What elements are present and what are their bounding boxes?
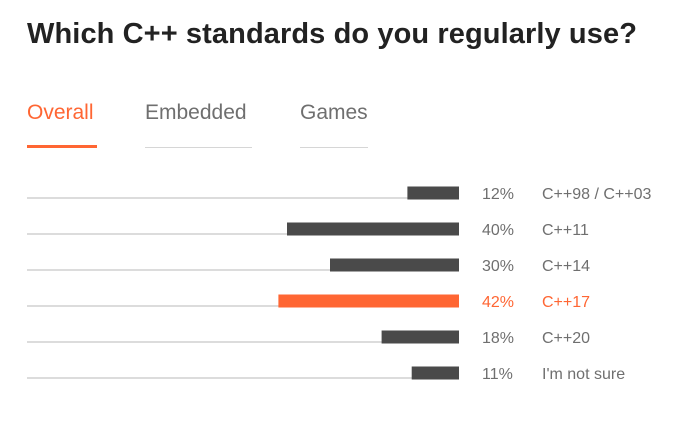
value-label: 40% [482, 222, 514, 239]
tab-overall[interactable]: Overall [27, 100, 97, 148]
category-label: C++11 [542, 222, 589, 239]
value-label: 18% [482, 330, 514, 347]
category-label: C++98 / C++03 [542, 186, 652, 203]
category-label: C++14 [542, 258, 590, 275]
tab-games[interactable]: Games [300, 100, 368, 148]
value-label: 42% [482, 294, 514, 311]
bar-3 [278, 294, 459, 308]
tab-embedded[interactable]: Embedded [145, 100, 252, 148]
tab-games-label: Games [300, 101, 368, 124]
category-label: C++20 [542, 330, 590, 347]
chart-title: Which C++ standards do you regularly use… [27, 18, 638, 50]
bar-2 [330, 258, 459, 272]
category-label: I'm not sure [542, 366, 625, 383]
tab-bar: Overall Embedded Games [0, 0, 698, 160]
category-label: C++17 [542, 294, 590, 311]
value-label: 12% [482, 186, 514, 203]
value-label: 11% [482, 366, 513, 383]
bar-1 [287, 222, 459, 236]
value-label: 30% [482, 258, 514, 275]
bar-4 [381, 330, 459, 344]
bar-0 [407, 186, 459, 200]
bar-5 [411, 366, 459, 380]
tab-embedded-label: Embedded [145, 101, 247, 124]
tab-overall-label: Overall [27, 101, 94, 124]
